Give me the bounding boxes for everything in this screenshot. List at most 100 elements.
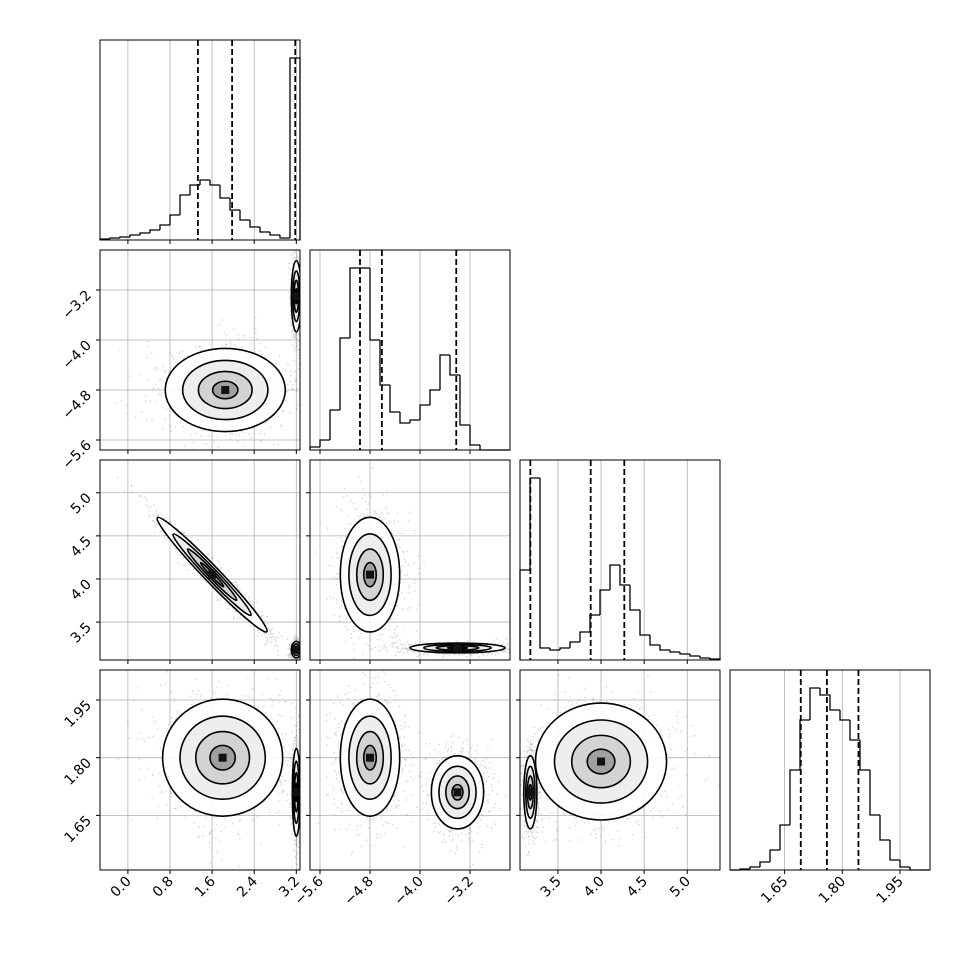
density-layer [315, 467, 510, 660]
density-layer [317, 670, 507, 866]
y-tick-label: 1.80 [61, 755, 94, 788]
histogram-panel [99, 39, 301, 244]
histogram-step [419, 404, 430, 420]
density-panel: 3.5 4.0 4.5 5.0 [68, 459, 301, 664]
histogram-step [789, 769, 800, 825]
histogram-step [759, 861, 770, 867]
histogram-step [689, 654, 700, 657]
histogram-step [749, 866, 760, 869]
x-tick-label: 1.65 [758, 874, 791, 907]
histogram-step [209, 180, 220, 186]
x-tick-label: 0.0 [108, 874, 135, 901]
x-tick-label: −4.0 [391, 874, 426, 909]
histogram-panel [309, 249, 511, 454]
histogram-step [599, 589, 610, 615]
histogram-step [329, 409, 340, 440]
x-tick-label: 1.6 [192, 873, 219, 900]
x-tick-label: −3.2 [441, 874, 476, 909]
x-tick-label: 0.8 [150, 874, 177, 901]
histogram-step [129, 234, 140, 237]
histogram-step [479, 445, 490, 451]
panel-frame [309, 249, 511, 451]
panel-frame [309, 459, 511, 661]
histogram-step [559, 647, 570, 650]
histogram-step [109, 237, 120, 239]
density-layer [114, 250, 300, 450]
histogram-step [549, 648, 560, 651]
density-peak [292, 292, 300, 301]
histogram-step [629, 585, 640, 611]
histogram-step [519, 569, 530, 660]
density-peak [453, 643, 462, 652]
density-layer [520, 674, 719, 857]
y-tick-label: −3.2 [59, 288, 94, 323]
histogram-panel [519, 459, 721, 664]
histogram-step [669, 650, 680, 653]
histogram-step [119, 236, 130, 238]
histogram-step [279, 235, 290, 239]
histogram-step [609, 564, 620, 590]
y-tick-label: −4.0 [59, 338, 94, 373]
y-tick-label: −4.8 [59, 388, 94, 423]
x-tick-label: 1.80 [816, 874, 849, 907]
histogram-step [889, 840, 900, 861]
histogram-step [349, 267, 360, 338]
y-tick-label: −5.6 [59, 437, 94, 472]
histogram-step [159, 224, 170, 230]
histogram-step [179, 194, 190, 215]
histogram-step [849, 720, 860, 741]
histogram-step [699, 656, 710, 659]
y-tick-label: 1.95 [61, 698, 94, 731]
histogram-step [539, 478, 550, 649]
histogram-panel: 1.65 1.80 1.95 [729, 669, 931, 907]
histogram-step [779, 824, 790, 850]
histogram-step [319, 439, 330, 447]
panel-frame [99, 669, 301, 871]
density-peak [292, 645, 300, 654]
density-panel: −5.6−4.8−4.0−3.2 [291, 669, 511, 909]
density-peak [218, 753, 227, 762]
x-tick-label: 5.0 [667, 874, 694, 901]
histogram-step [219, 185, 230, 199]
density-panel: 0.0 0.8 1.6 2.4 3.21.651.801.95 [61, 669, 303, 901]
histogram-step [839, 710, 850, 721]
x-tick-label: 4.0 [581, 874, 608, 901]
histogram-step [649, 635, 660, 646]
density-panel: −5.6 −4.8 −4.0 −3.2 [59, 249, 301, 473]
histogram-step [579, 631, 590, 642]
density-peak [526, 788, 535, 797]
panel-frame [729, 669, 931, 871]
histogram-step [529, 477, 540, 570]
histogram-step [389, 385, 400, 413]
density-peak [366, 570, 374, 579]
density-layer [117, 476, 300, 660]
histogram-step [189, 184, 200, 195]
panel-frame [309, 669, 511, 871]
x-tick-label: −4.8 [341, 874, 376, 909]
histogram-step [369, 268, 380, 341]
histogram-step [869, 770, 880, 816]
density-peak [208, 570, 217, 579]
panel-frame [99, 249, 301, 451]
histogram-step [569, 641, 580, 648]
panel-frame [519, 459, 721, 661]
x-tick-label: 1.95 [873, 874, 906, 907]
histogram-step [619, 565, 630, 586]
histogram-step [449, 355, 460, 376]
histogram-step [269, 232, 280, 236]
density-panel: 3.5 4.0 4.5 5.0 [516, 669, 721, 901]
histogram-step [769, 849, 780, 862]
histogram-step [829, 695, 840, 711]
histogram-step [169, 214, 180, 225]
y-tick-label: 1.65 [61, 813, 94, 846]
histogram-step [379, 340, 390, 386]
panel-frame [99, 39, 301, 241]
density-peak [453, 788, 462, 797]
density-layer [117, 670, 300, 870]
y-tick-label: 4.5 [68, 533, 95, 560]
histogram-step [639, 610, 650, 636]
x-tick-label: 2.4 [234, 873, 261, 900]
x-tick-label: 4.5 [624, 874, 651, 901]
y-tick-label: 3.5 [68, 620, 95, 647]
